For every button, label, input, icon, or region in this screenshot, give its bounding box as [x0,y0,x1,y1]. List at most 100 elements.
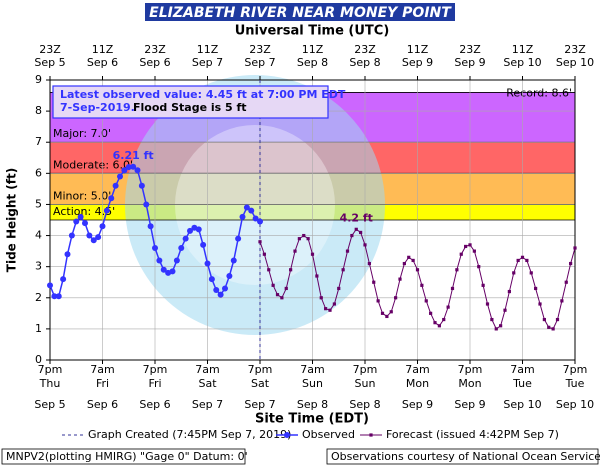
y-axis-title: Tide Height (ft) [5,168,19,272]
observed-point [187,227,193,234]
forecast-point [494,327,498,331]
x-tick-label: 7am [300,363,324,376]
observed-point [143,201,150,208]
forecast-point [284,286,288,291]
observed-point [182,235,189,242]
observed-point [112,182,119,189]
x2-tick-label: 11Z [302,43,324,56]
observed-point [239,213,246,220]
forecast-point [380,311,385,315]
observed-point [64,251,71,258]
x-tick-day: Fri [148,377,161,390]
observed-point [173,257,180,264]
forecast-point [354,227,358,231]
footer-left: MNPV2(plotting HMIRG) "Gage 0" Datum: 0' [6,450,248,463]
observed-point [125,164,132,171]
forecast-point [267,268,271,272]
x-tick-date: Sep 7 [244,398,275,411]
forecast-point [503,308,507,312]
plot-frame [49,79,576,361]
forecast-point [433,321,437,325]
forecast-point [464,244,468,249]
x-tick-date: Sep 7 [192,398,223,411]
x2-tick-date: Sep 6 [87,56,118,69]
forecast-point [512,271,516,275]
forecast-point [359,230,363,235]
x-tick-label: 7am [510,363,534,376]
x2-tick-date: Sep 6 [139,56,170,69]
y-tick-label: 4 [35,229,42,242]
observed-point [117,173,123,180]
x-tick-date: Sep 9 [402,398,433,411]
x-tick-label: 7pm [353,363,378,376]
x2-tick-date: Sep 8 [349,56,380,69]
x2-tick-date: Sep 10 [503,56,541,69]
y-tick-label: 8 [35,104,42,117]
observed-point [152,245,158,251]
stage-label: Moderate: 6.0' [53,158,133,171]
forecast-point [262,252,266,256]
forecast-point [280,296,284,300]
forecast-point [468,243,472,247]
forecast-point [485,302,490,306]
peak-label: 4.2 ft [340,211,373,224]
observed-point [230,257,237,264]
x-tick-day: Mon [458,377,481,390]
x-tick-date: Sep 6 [139,398,170,411]
forecast-point [442,317,446,322]
forecast-point [455,268,459,272]
x-tick-day: Mon [406,377,429,390]
x-tick-day: Fri [96,377,109,390]
x-tick-day: Tue [565,377,585,390]
observed-point [130,163,137,170]
legend-swatch [284,432,290,438]
observed-point [226,273,233,279]
forecast-point [564,280,568,284]
forecast-point [319,296,323,300]
legend-label: Graph Created (7:45PM Sep 7, 2019) [88,428,291,441]
forecast-point [424,299,428,303]
forecast-point [446,305,450,309]
forecast-point [525,258,529,263]
x2-tick-label: 23Z [39,43,61,56]
forecast-point [429,311,433,315]
forecast-point [328,308,332,312]
forecast-point [573,246,577,250]
legend-label: Observed [302,428,355,441]
x-tick-label: 7pm [38,363,63,376]
observed-point [73,218,80,225]
x2-tick-date: Sep 9 [402,56,433,69]
x2-tick-label: 23Z [249,43,271,56]
y-tick-label: 5 [35,197,42,210]
observed-point [217,291,224,298]
forecast-point [297,237,301,241]
x-tick-day: Sat [198,377,217,390]
x2-tick-label: 23Z [564,43,586,56]
forecast-point [569,261,573,266]
observed-point [178,245,185,251]
footer-right: Observations courtesy of National Ocean … [331,450,600,463]
forecast-point [520,255,525,259]
observed-point [160,266,167,273]
y-tick-label: 2 [35,291,42,304]
forecast-point [499,324,503,328]
forecast-point [507,289,511,294]
forecast-point [477,265,481,269]
x-tick-label: 7pm [563,363,588,376]
x-tick-label: 7pm [143,363,168,376]
y-tick-label: 1 [35,322,42,335]
x-tick-label: 7am [90,363,114,376]
x-tick-day: Sat [251,377,270,390]
observed-point [169,268,176,275]
forecast-point [341,268,345,272]
observed-point [248,207,255,214]
forecast-point [324,307,328,311]
forecast-point [293,249,297,253]
annotation-line: 7-Sep-2019. [60,101,135,114]
x-tick-date: Sep 5 [34,398,65,411]
legend-swatch [369,433,373,437]
x-tick-date: Sep 8 [349,398,380,411]
forecast-point [337,286,341,291]
forecast-point [450,286,455,291]
